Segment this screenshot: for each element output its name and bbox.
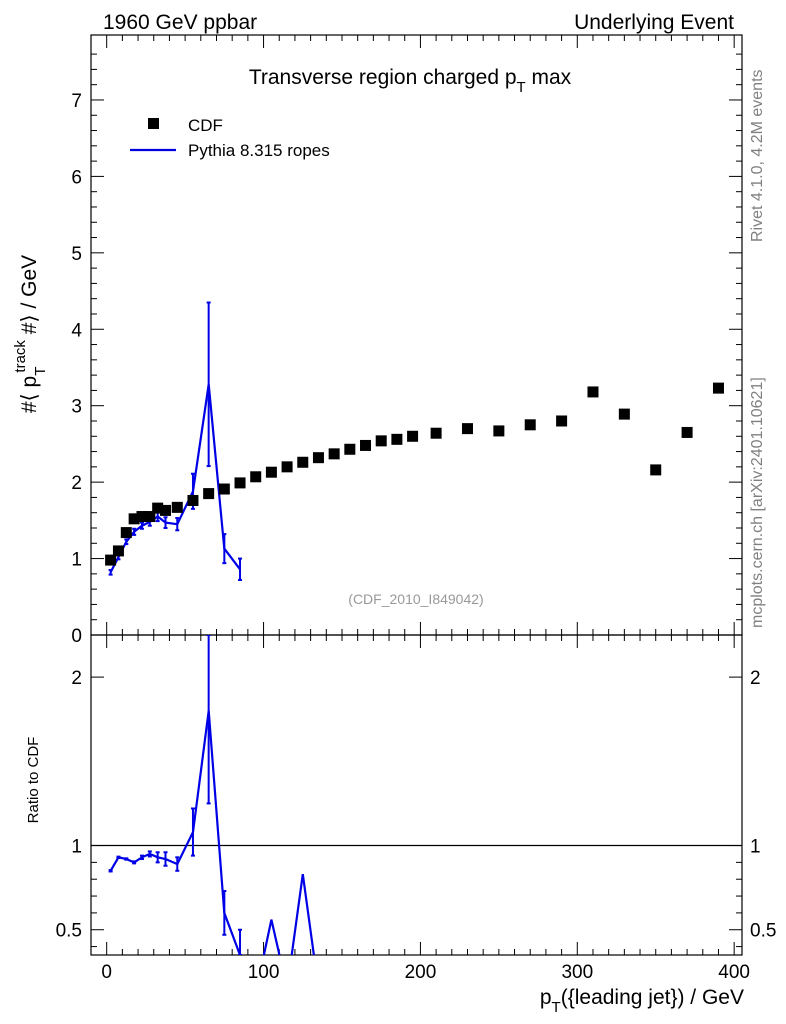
main-ytick-label: 0 xyxy=(71,626,82,647)
main-title: Transverse region charged pT max xyxy=(249,66,572,96)
main-ytick-label: 4 xyxy=(71,320,82,341)
cdf-point xyxy=(344,443,356,455)
cdf-point xyxy=(234,477,246,489)
cdf-point xyxy=(618,408,630,420)
mcplots-label: mcplots.cern.ch [arXiv:2401.10621] xyxy=(749,377,766,628)
main-panel: 0 1 2 3 4 5 6 7 Transverse region charged pT ma… xyxy=(12,34,743,647)
cdf-point xyxy=(524,419,536,431)
cdf-point xyxy=(556,415,568,427)
ratio-line xyxy=(109,710,315,955)
cdf-point xyxy=(105,554,117,566)
cdf-point xyxy=(650,464,662,476)
cdf-point xyxy=(430,427,442,439)
ratio-ticks xyxy=(91,635,742,955)
cdf-point xyxy=(391,433,403,445)
cdf-point xyxy=(712,382,724,394)
ratio-ytick-label-right: 0.5 xyxy=(750,921,776,942)
xtick-label: 200 xyxy=(405,962,437,983)
cdf-point xyxy=(265,466,277,478)
legend-pythia-label: Pythia 8.315 ropes xyxy=(188,141,330,160)
watermark: (CDF_2010_I849042) xyxy=(348,591,483,607)
header-left: 1960 GeV ppbar xyxy=(103,11,257,34)
main-ylabel: #⟨ pTtrack #⟩ / GeV xyxy=(12,255,49,413)
cdf-point xyxy=(136,511,148,523)
main-ytick-label: 5 xyxy=(71,244,82,265)
cdf-point xyxy=(112,545,124,557)
cdf-point xyxy=(203,488,215,500)
main-ytick-label: 2 xyxy=(71,473,82,494)
cdf-point xyxy=(120,527,132,539)
cdf-point xyxy=(218,483,230,495)
header-right: Underlying Event xyxy=(574,11,734,34)
ratio-ytick-label: 2 xyxy=(71,668,82,689)
cdf-point xyxy=(297,456,309,468)
xtick-label: 400 xyxy=(718,962,750,983)
cdf-point xyxy=(328,448,340,460)
cdf-point xyxy=(128,513,140,525)
ratio-ytick-labels: 0.5 0.5 1 1 2 2 xyxy=(56,668,777,942)
ratio-series xyxy=(91,635,742,955)
ratio-curve-group xyxy=(108,635,315,955)
rivet-label: Rivet 4.1.0, 4.2M events xyxy=(749,69,766,242)
cdf-point xyxy=(407,430,419,442)
xlabel: pT({leading jet}) / GeV xyxy=(540,986,744,1016)
cdf-point xyxy=(493,425,505,437)
cdf-point xyxy=(250,471,262,483)
pythia-line xyxy=(109,384,241,573)
legend: CDF Pythia 8.315 ropes xyxy=(130,116,330,160)
ratio-panel: 0.5 0.5 1 1 2 2 0 100 200 300 400 Ratio to CDF pT… xyxy=(25,634,777,1016)
ratio-ylabel: Ratio to CDF xyxy=(25,737,42,824)
ratio-ytick-label-right: 1 xyxy=(750,837,761,858)
xtick-label: 0 xyxy=(101,962,112,983)
xtick-label: 100 xyxy=(248,962,280,983)
main-ytick-label: 3 xyxy=(71,397,82,418)
cdf-point xyxy=(681,426,693,438)
cdf-point xyxy=(312,452,324,464)
ratio-frame xyxy=(90,634,743,956)
main-ytick-label: 1 xyxy=(71,550,82,571)
main-ytick-label: 6 xyxy=(71,167,82,188)
cdf-point xyxy=(187,494,199,506)
cdf-point xyxy=(281,461,293,473)
cdf-point xyxy=(152,502,164,514)
cdf-point xyxy=(461,423,473,435)
cdf-point xyxy=(171,501,183,513)
cdf-point xyxy=(160,504,172,516)
ratio-ytick-label: 1 xyxy=(71,837,82,858)
legend-cdf-label: CDF xyxy=(188,116,223,135)
cdf-point xyxy=(587,386,599,398)
main-ticks xyxy=(91,35,742,636)
cdf-point xyxy=(375,435,387,447)
main-series xyxy=(105,301,724,581)
xtick-labels: 0 100 200 300 400 xyxy=(101,962,750,983)
main-ytick-label: 7 xyxy=(71,91,82,112)
xtick-label: 300 xyxy=(561,962,593,983)
cdf-point xyxy=(144,511,156,523)
legend-cdf-marker xyxy=(148,118,159,129)
main-ytick-labels: 0 1 2 3 4 5 6 7 xyxy=(71,91,82,647)
ratio-ytick-label-right: 2 xyxy=(750,668,761,689)
ratio-ytick-label: 0.5 xyxy=(56,921,82,942)
cdf-point xyxy=(360,439,372,451)
